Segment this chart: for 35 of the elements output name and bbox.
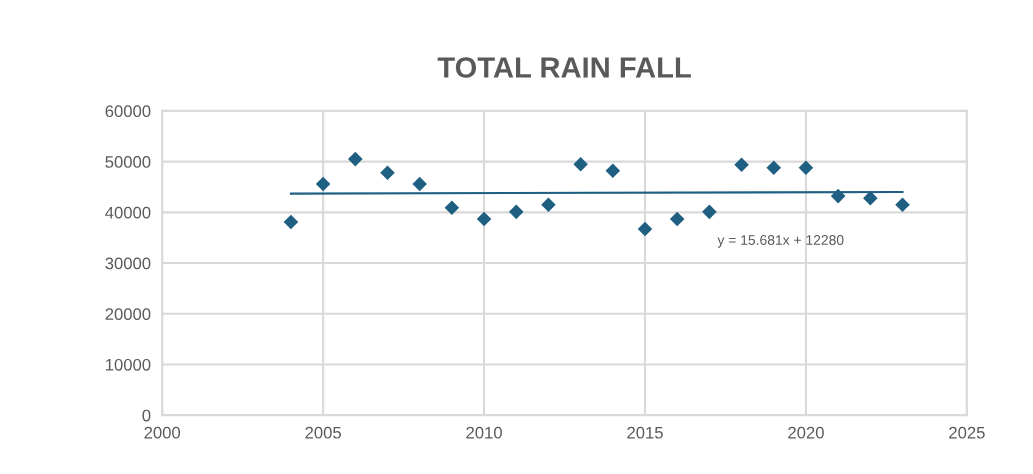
- x-tick-label: 2000: [144, 426, 181, 439]
- point: [798, 160, 814, 175]
- y-tick-label: 0: [142, 409, 151, 422]
- point: [508, 204, 524, 220]
- point: [637, 221, 653, 237]
- point: [541, 197, 556, 213]
- point: [830, 188, 846, 204]
- point: [863, 190, 878, 206]
- point: [734, 157, 749, 172]
- point: [476, 211, 492, 227]
- point: [380, 165, 395, 181]
- annotation: y = 15.681x + 12280: [717, 235, 844, 248]
- point: [766, 160, 782, 175]
- point: [605, 163, 621, 179]
- y-tick-label: 50000: [105, 156, 151, 168]
- point: [348, 151, 363, 167]
- y-tick-label: 10000: [106, 358, 151, 371]
- chart-title: TOTAL RAIN FALL: [437, 57, 691, 78]
- x-tick-label: 2020: [788, 426, 824, 439]
- x-tick-label: 2005: [305, 426, 341, 439]
- point: [895, 197, 910, 213]
- point: [315, 176, 331, 192]
- point: [669, 211, 685, 227]
- x-tick-label: 2010: [466, 426, 502, 439]
- point: [412, 176, 427, 192]
- point: [444, 200, 460, 216]
- point: [573, 156, 588, 172]
- x-tick-label: 2015: [627, 426, 663, 439]
- y-tick-label: 30000: [105, 257, 151, 270]
- x-tick-label: 2025: [949, 426, 985, 439]
- y-tick-label: 40000: [105, 206, 151, 219]
- point: [702, 204, 717, 220]
- point: [283, 214, 299, 230]
- y-tick-label: 60000: [105, 105, 151, 118]
- y-tick-label: 20000: [105, 308, 151, 320]
